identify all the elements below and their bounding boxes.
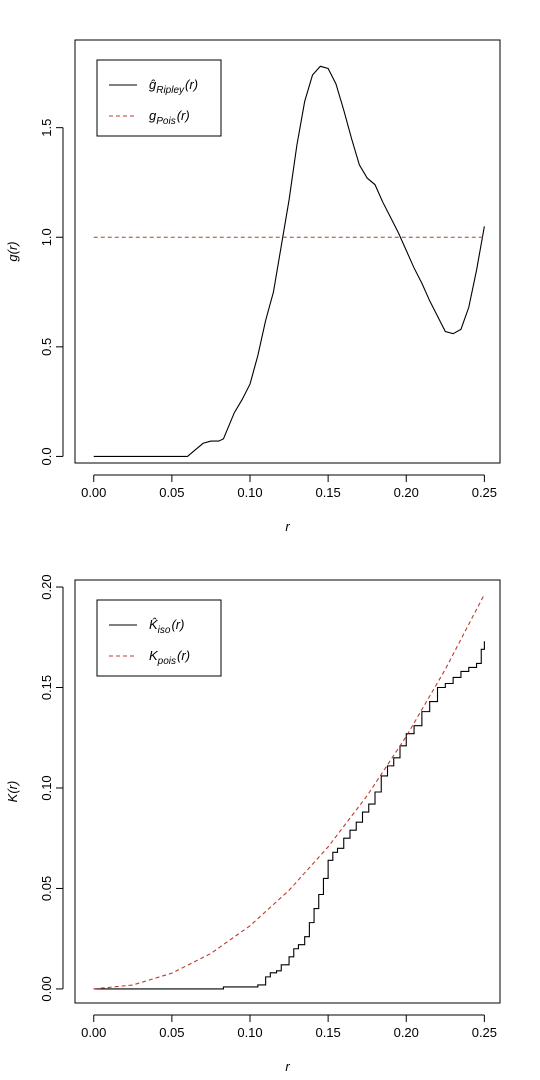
legend-item: K̂iso(r) xyxy=(109,617,184,636)
y-tick-label: 0.15 xyxy=(39,675,54,700)
x-tick-label: 0.00 xyxy=(81,1025,106,1040)
x-tick-label: 0.05 xyxy=(159,1025,184,1040)
x-tick-label: 0.15 xyxy=(315,1025,340,1040)
y-tick-label: 0.20 xyxy=(39,574,54,599)
x-axis-label: r xyxy=(285,519,290,534)
x-tick-label: 0.20 xyxy=(394,485,419,500)
plot-frame xyxy=(74,39,501,464)
g-function-panel: 0.00 0.05 0.10 0.15 0.20 0.25 r 0.0 0.5 1.0 1.5 g(r… xyxy=(5,39,501,534)
y-tick-label: 1.5 xyxy=(39,119,54,137)
x-tick-label: 0.25 xyxy=(472,485,497,500)
x-tick-label: 0.00 xyxy=(81,485,106,500)
x-tick-label: 0.10 xyxy=(237,1025,262,1040)
x-tick-label: 0.25 xyxy=(472,1025,497,1040)
k-function-panel: 0.00 0.05 0.10 0.15 0.20 0.25 r 0.00 0.05 0.10 0.1… xyxy=(5,574,501,1074)
series-iso xyxy=(93,641,485,990)
legend-item: ĝRipley(r) xyxy=(109,77,198,96)
series-ripley xyxy=(93,65,485,457)
x-axis: 0.00 0.05 0.10 0.15 0.20 0.25 r xyxy=(81,1014,497,1074)
legend-label: gPois(r) xyxy=(149,108,190,127)
legend: K̂iso(r) Kpois(r) xyxy=(96,599,222,677)
y-axis-label: g(r) xyxy=(5,241,20,261)
legend: ĝRipley(r) gPois(r) xyxy=(96,59,222,137)
legend-label: Kpois(r) xyxy=(149,648,190,667)
plot-frame xyxy=(74,579,501,1004)
y-axis: 0.00 0.05 0.10 0.15 0.20 K(r) xyxy=(5,574,64,1002)
y-tick-label: 0.00 xyxy=(39,976,54,1001)
series-line xyxy=(93,65,485,457)
x-tick-label: 0.10 xyxy=(237,485,262,500)
series-line xyxy=(93,641,485,990)
y-axis-label: K(r) xyxy=(5,781,20,803)
y-tick-label: 0.10 xyxy=(39,775,54,800)
legend-box xyxy=(96,59,222,137)
y-tick-label: 1.0 xyxy=(39,228,54,246)
legend-box xyxy=(96,599,222,677)
x-axis-label: r xyxy=(285,1059,290,1074)
x-axis: 0.00 0.05 0.10 0.15 0.20 0.25 r xyxy=(81,474,497,534)
series-pois xyxy=(93,594,485,990)
legend-label: K̂iso(r) xyxy=(149,617,184,636)
legend-label: ĝRipley(r) xyxy=(149,77,198,96)
x-tick-label: 0.15 xyxy=(315,485,340,500)
x-tick-label: 0.05 xyxy=(159,485,184,500)
y-tick-label: 0.0 xyxy=(39,447,54,465)
y-axis: 0.0 0.5 1.0 1.5 g(r) xyxy=(5,119,64,465)
x-tick-label: 0.20 xyxy=(394,1025,419,1040)
legend-item: gPois(r) xyxy=(109,108,190,127)
series-line xyxy=(93,594,485,990)
legend-item: Kpois(r) xyxy=(109,648,190,667)
y-tick-label: 0.05 xyxy=(39,876,54,901)
y-tick-label: 0.5 xyxy=(39,338,54,356)
